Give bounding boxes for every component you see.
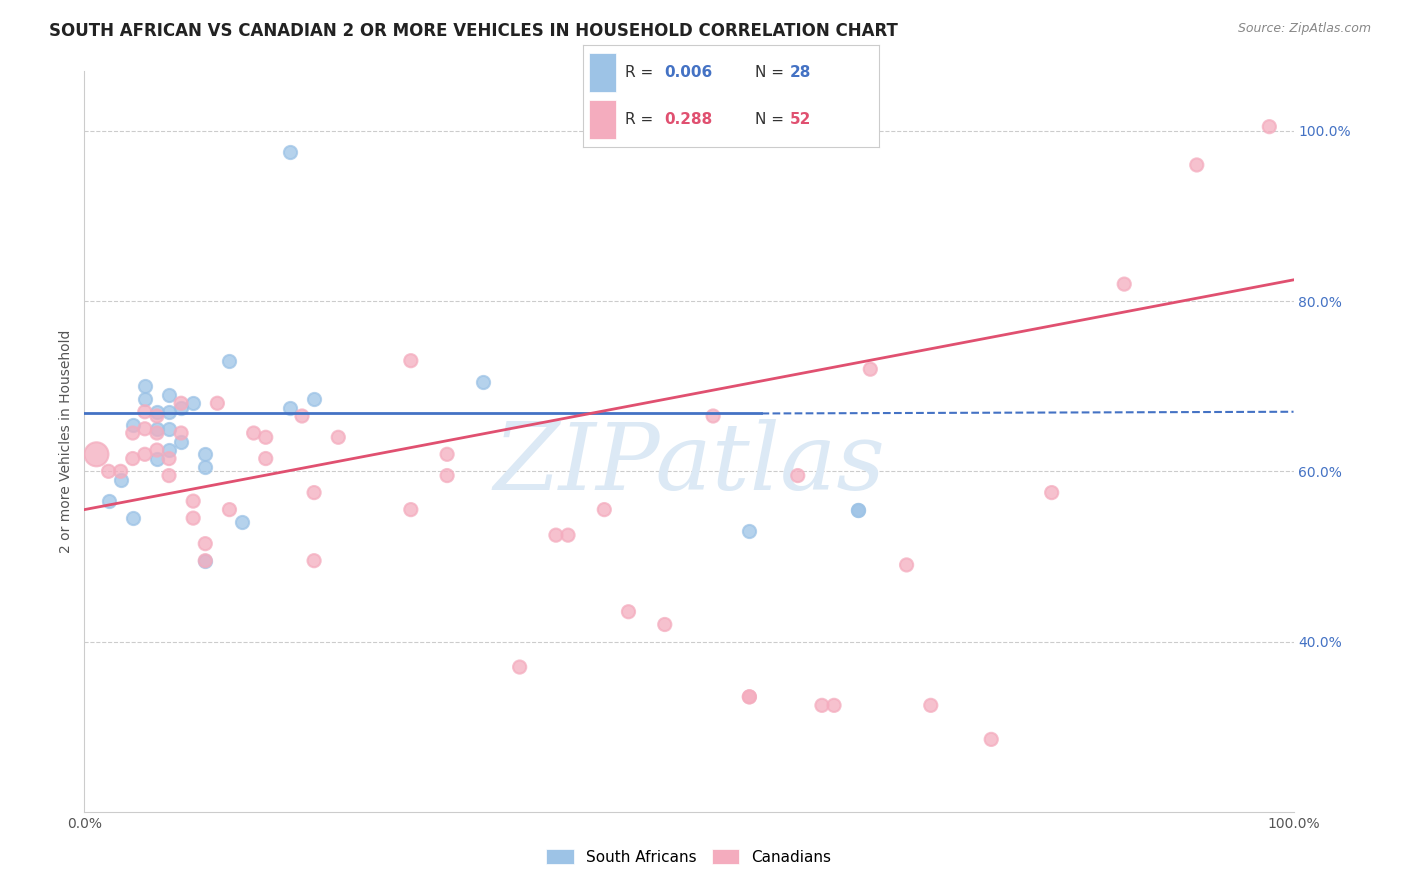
Point [207, 396, 229, 410]
Point [472, 375, 495, 389]
Text: Source: ZipAtlas.com: Source: ZipAtlas.com [1237, 22, 1371, 36]
Point [302, 554, 325, 568]
Point [157, 388, 180, 402]
Text: 0.288: 0.288 [665, 112, 713, 127]
Point [86, 447, 108, 461]
Point [146, 425, 169, 440]
Point [702, 409, 724, 423]
Point [617, 605, 640, 619]
Point [980, 732, 1002, 747]
Point [509, 660, 531, 674]
Point [218, 353, 240, 368]
Point [593, 502, 616, 516]
Point [134, 379, 156, 393]
Point [823, 698, 845, 713]
Point [170, 396, 193, 410]
Point [399, 353, 422, 368]
Point [1114, 277, 1136, 292]
Point [399, 502, 422, 516]
Text: R =: R = [624, 112, 658, 127]
Point [738, 524, 761, 538]
Point [194, 554, 217, 568]
Text: 0.006: 0.006 [665, 65, 713, 79]
Point [157, 451, 180, 466]
Point [170, 401, 193, 415]
Point [896, 558, 918, 572]
Point [1040, 485, 1063, 500]
Point [181, 511, 204, 525]
Point [146, 443, 169, 458]
Point [97, 464, 120, 478]
Point [146, 405, 169, 419]
Text: R =: R = [624, 65, 658, 79]
Point [194, 447, 217, 461]
Legend: South Africans, Canadians: South Africans, Canadians [540, 843, 838, 871]
Point [242, 425, 264, 440]
Point [146, 409, 169, 423]
Point [278, 145, 301, 160]
Point [134, 422, 156, 436]
Point [920, 698, 942, 713]
Point [846, 502, 869, 516]
Text: N =: N = [755, 65, 789, 79]
Point [218, 502, 240, 516]
Point [134, 447, 156, 461]
Point [194, 554, 217, 568]
Point [654, 617, 676, 632]
Point [786, 468, 808, 483]
Point [231, 516, 253, 530]
Point [121, 417, 143, 432]
Text: N =: N = [755, 112, 789, 127]
Point [254, 430, 277, 444]
Point [738, 690, 761, 704]
Point [157, 405, 180, 419]
Point [110, 473, 132, 487]
Point [170, 434, 193, 449]
Point [846, 502, 869, 516]
Point [302, 392, 325, 406]
Point [157, 443, 180, 458]
Point [254, 451, 277, 466]
Point [181, 494, 204, 508]
Text: 28: 28 [790, 65, 811, 79]
Point [544, 528, 567, 542]
Point [181, 396, 204, 410]
Point [157, 422, 180, 436]
Text: 52: 52 [790, 112, 811, 127]
Point [134, 392, 156, 406]
Point [436, 447, 458, 461]
Point [557, 528, 579, 542]
Point [170, 425, 193, 440]
Text: SOUTH AFRICAN VS CANADIAN 2 OR MORE VEHICLES IN HOUSEHOLD CORRELATION CHART: SOUTH AFRICAN VS CANADIAN 2 OR MORE VEHI… [49, 22, 898, 40]
Bar [589, 100, 616, 139]
Point [146, 422, 169, 436]
Point [157, 468, 180, 483]
Point [121, 511, 143, 525]
Point [1185, 158, 1208, 172]
Point [738, 690, 761, 704]
Point [146, 451, 169, 466]
Point [1258, 120, 1281, 134]
Point [110, 464, 132, 478]
Point [97, 494, 120, 508]
Point [328, 430, 350, 444]
Point [436, 468, 458, 483]
Point [121, 451, 143, 466]
Point [278, 401, 301, 415]
Point [121, 425, 143, 440]
Point [302, 485, 325, 500]
Point [811, 698, 834, 713]
Point [291, 409, 314, 423]
Bar [589, 53, 616, 92]
Point [194, 536, 217, 550]
Point [194, 460, 217, 475]
Text: ZIPatlas: ZIPatlas [494, 418, 884, 508]
Y-axis label: 2 or more Vehicles in Household: 2 or more Vehicles in Household [59, 330, 73, 553]
Point [859, 362, 882, 376]
Point [134, 405, 156, 419]
